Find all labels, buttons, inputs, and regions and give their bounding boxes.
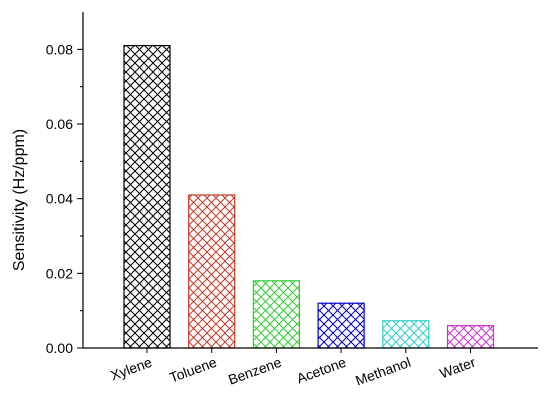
y-tick-label: 0.04 bbox=[46, 191, 73, 207]
axes-group bbox=[77, 12, 538, 353]
bars-group bbox=[123, 44, 495, 349]
x-tick-label: Water bbox=[437, 354, 477, 382]
bar-methanol bbox=[382, 320, 430, 349]
y-tick-label: 0.08 bbox=[46, 41, 73, 57]
y-axis-title: Sensitivity (Hz/ppm) bbox=[11, 129, 28, 271]
bar-acetone bbox=[317, 302, 365, 349]
x-tick-label: Benzene bbox=[226, 354, 284, 388]
bar-benzene bbox=[252, 280, 300, 349]
bar-water bbox=[446, 325, 495, 349]
bar-toluene bbox=[188, 194, 236, 349]
y-tick-label: 0.02 bbox=[46, 265, 73, 281]
x-tick-label: Methanol bbox=[353, 354, 413, 389]
x-tick-label: Xylene bbox=[108, 354, 154, 384]
y-tick-label: 0.06 bbox=[46, 116, 73, 132]
x-tick-label: Toluene bbox=[167, 354, 219, 386]
y-tick-label: 0.00 bbox=[46, 340, 73, 356]
x-tick-label: Acetone bbox=[294, 354, 348, 387]
bar-xylene bbox=[123, 44, 171, 349]
